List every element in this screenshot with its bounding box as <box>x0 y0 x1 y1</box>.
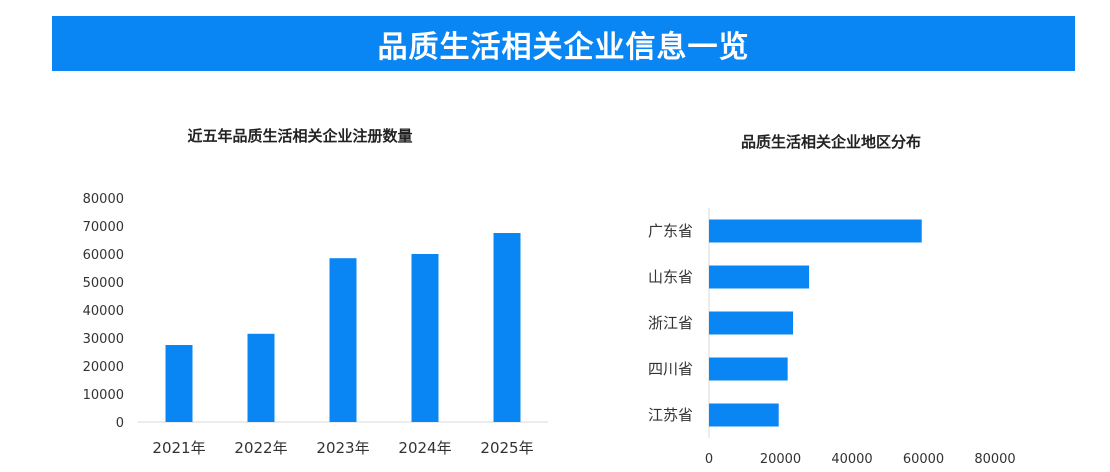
y-category-label: 四川省 <box>648 360 693 378</box>
page-title-banner: 品质生活相关企业信息一览 <box>52 16 1075 71</box>
y-tick-label: 40000 <box>83 304 124 319</box>
y-tick-label: 0 <box>116 416 124 431</box>
x-category-label: 2022年 <box>234 439 287 457</box>
x-tick-label: 0 <box>705 452 713 467</box>
chart-title: 品质生活相关企业地区分布 <box>741 133 921 151</box>
y-tick-label: 20000 <box>83 360 124 375</box>
y-category-label: 广东省 <box>648 222 693 240</box>
x-category-label: 2021年 <box>152 439 205 457</box>
bar <box>709 311 794 335</box>
x-category-label: 2024年 <box>398 439 451 457</box>
y-tick-label: 50000 <box>83 276 124 291</box>
bar <box>709 265 810 289</box>
y-tick-label: 30000 <box>83 332 124 347</box>
bar <box>709 357 788 381</box>
x-tick-label: 20000 <box>760 452 801 467</box>
bar <box>493 233 521 422</box>
y-category-label: 山东省 <box>648 268 693 286</box>
y-category-label: 浙江省 <box>648 314 693 332</box>
bar <box>709 403 779 427</box>
x-tick-label: 40000 <box>831 452 872 467</box>
page-title: 品质生活相关企业信息一览 <box>377 29 750 65</box>
bar <box>247 333 275 422</box>
y-tick-label: 70000 <box>83 220 124 235</box>
y-tick-label: 10000 <box>83 388 124 403</box>
bar <box>411 254 439 422</box>
bar <box>329 258 357 422</box>
y-category-label: 江苏省 <box>648 406 693 424</box>
x-tick-label: 60000 <box>903 452 944 467</box>
bar <box>165 345 193 422</box>
x-tick-label: 80000 <box>974 452 1015 467</box>
x-category-label: 2023年 <box>316 439 369 457</box>
registration-bar-chart: 近五年品质生活相关企业注册数量 0 10000 20000 30000 40000 5000… <box>83 127 548 457</box>
chart-title: 近五年品质生活相关企业注册数量 <box>187 127 412 145</box>
y-tick-label: 60000 <box>83 248 124 263</box>
y-tick-label: 80000 <box>83 192 124 207</box>
x-category-label: 2025年 <box>480 439 533 457</box>
bar <box>709 219 922 243</box>
